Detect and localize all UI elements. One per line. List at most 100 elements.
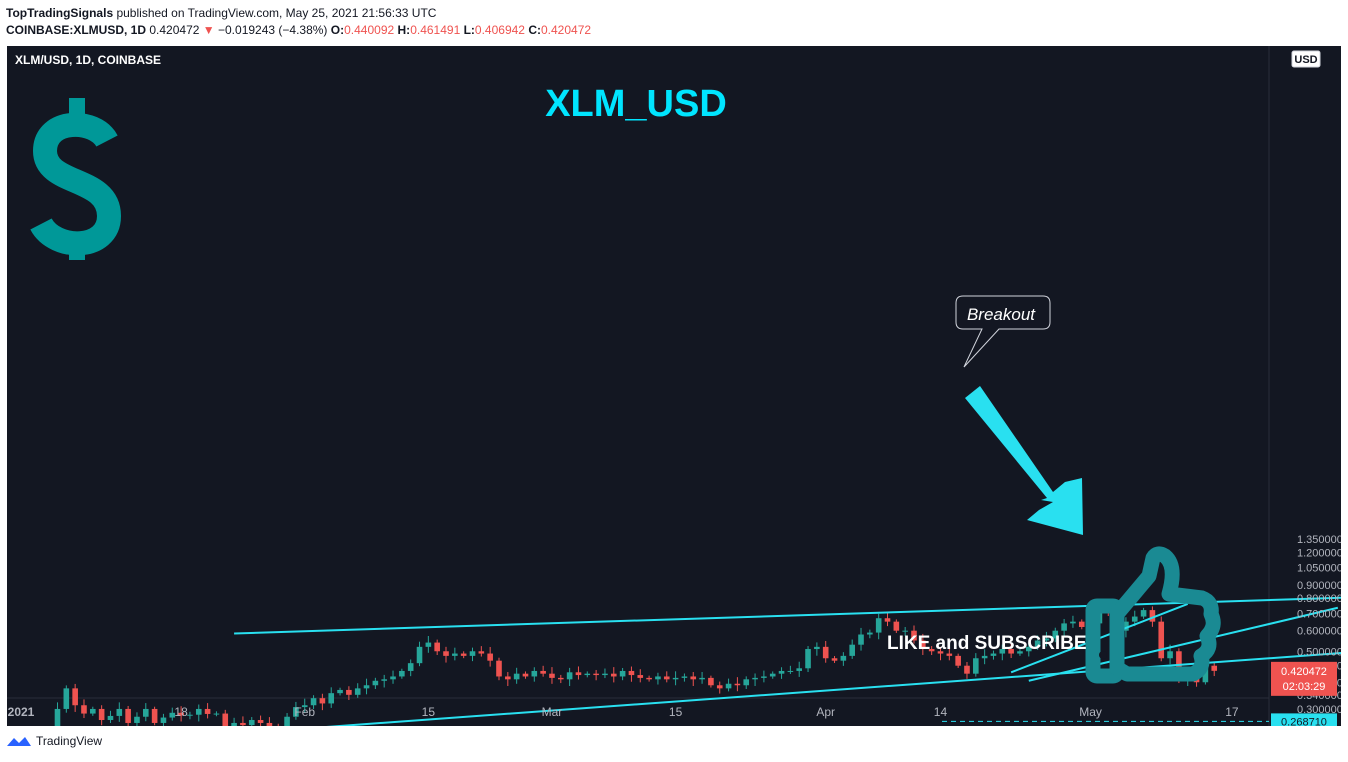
candle-body [867,632,873,635]
candle [920,633,926,655]
candle-body [822,646,829,659]
candle [142,703,149,722]
candle-body [549,673,555,678]
candle-body [928,649,935,652]
candle-body [213,713,220,715]
candle-body [699,677,705,680]
candle [522,671,529,679]
candle [284,713,290,726]
candle [134,712,140,726]
candle [566,667,573,687]
candle-body [240,722,246,726]
low-value: 0.406942 [474,23,525,37]
close-value: 0.420472 [541,23,592,37]
down-arrow-icon [965,386,1083,535]
candle-body [1167,651,1173,659]
candle [72,683,78,712]
candle-body [443,651,449,656]
candle-body [487,653,493,661]
candle-body [999,649,1006,654]
candle-body [248,720,255,726]
candle [390,670,396,684]
ohlc-line: COINBASE:XLMUSD, 1D 0.420472 ▼ −0.019243… [6,22,591,38]
candle-body [1070,621,1076,624]
candle-body [134,716,140,723]
candle-body [1140,610,1147,617]
candle [699,672,705,684]
candle [213,711,220,717]
candle-body [169,712,176,718]
candle-body [875,618,882,633]
candle-body [619,670,626,677]
price-chart[interactable]: XLM/USD, 1D, COINBASE XLM_USD Breakout L… [7,46,1341,726]
time-tick-label: May [1079,705,1102,719]
brand-name[interactable]: TradingView [36,734,103,748]
candle-body [734,683,741,686]
candle [761,670,767,683]
price-change: −0.019243 (−4.38%) [218,23,328,37]
candle-body [743,679,750,686]
breakout-callout: Breakout [955,295,1051,368]
candle [743,676,750,689]
candle [310,695,317,709]
candle-body [257,720,264,723]
candle [725,678,732,692]
candle [672,671,679,686]
candle-body [725,683,732,689]
candle [584,671,591,678]
candle-body [1149,610,1156,622]
candle-body [434,642,440,652]
candle [169,707,176,721]
candle [778,667,785,679]
candle [893,619,900,633]
candle-body [81,705,87,714]
candle-body [381,679,387,681]
time-tick-label: 15 [422,705,436,719]
candle-body [160,717,167,723]
candle [990,650,997,660]
close-label: C: [528,23,541,37]
candle-body [964,665,970,674]
candle [160,713,167,726]
candle [81,699,87,719]
candle [63,685,70,713]
candle-body [911,630,917,641]
candle-body [354,688,361,695]
usd-badge[interactable]: USD [1291,50,1321,68]
candle-body [637,675,644,678]
price-tick-label: 1.200000 [1297,547,1341,559]
candle-body [1025,646,1032,652]
candle-body [301,705,308,708]
candle-body [478,651,485,654]
candle-body [946,653,953,656]
price-tick-label: 0.900000 [1297,580,1341,592]
author-name[interactable]: TopTradingSignals [6,6,114,20]
candle-body [1034,640,1041,647]
candle-body [195,708,202,715]
candle-body [593,673,599,676]
candle-body [778,670,785,674]
candle-body [496,660,502,677]
candle-body [814,646,820,650]
candle-body [787,670,794,672]
candle [558,674,564,684]
candle-body [178,712,184,716]
time-tick-label: Apr [816,705,835,719]
candle-body [107,715,114,721]
annotation-layer [234,596,1341,726]
candle [902,626,908,636]
time-tick-label: 14 [934,705,948,719]
candle [1158,616,1165,662]
candle-body [805,649,811,669]
candle-body [540,670,546,674]
candle [849,639,855,659]
wedge-lower-line [1028,606,1339,682]
candle-body [328,693,335,704]
candle-body [416,646,423,664]
candle [469,647,476,662]
candle [973,653,979,677]
candle-body [566,672,573,680]
candle-body [1202,665,1209,683]
candle [301,698,308,714]
candle-body [752,677,758,680]
